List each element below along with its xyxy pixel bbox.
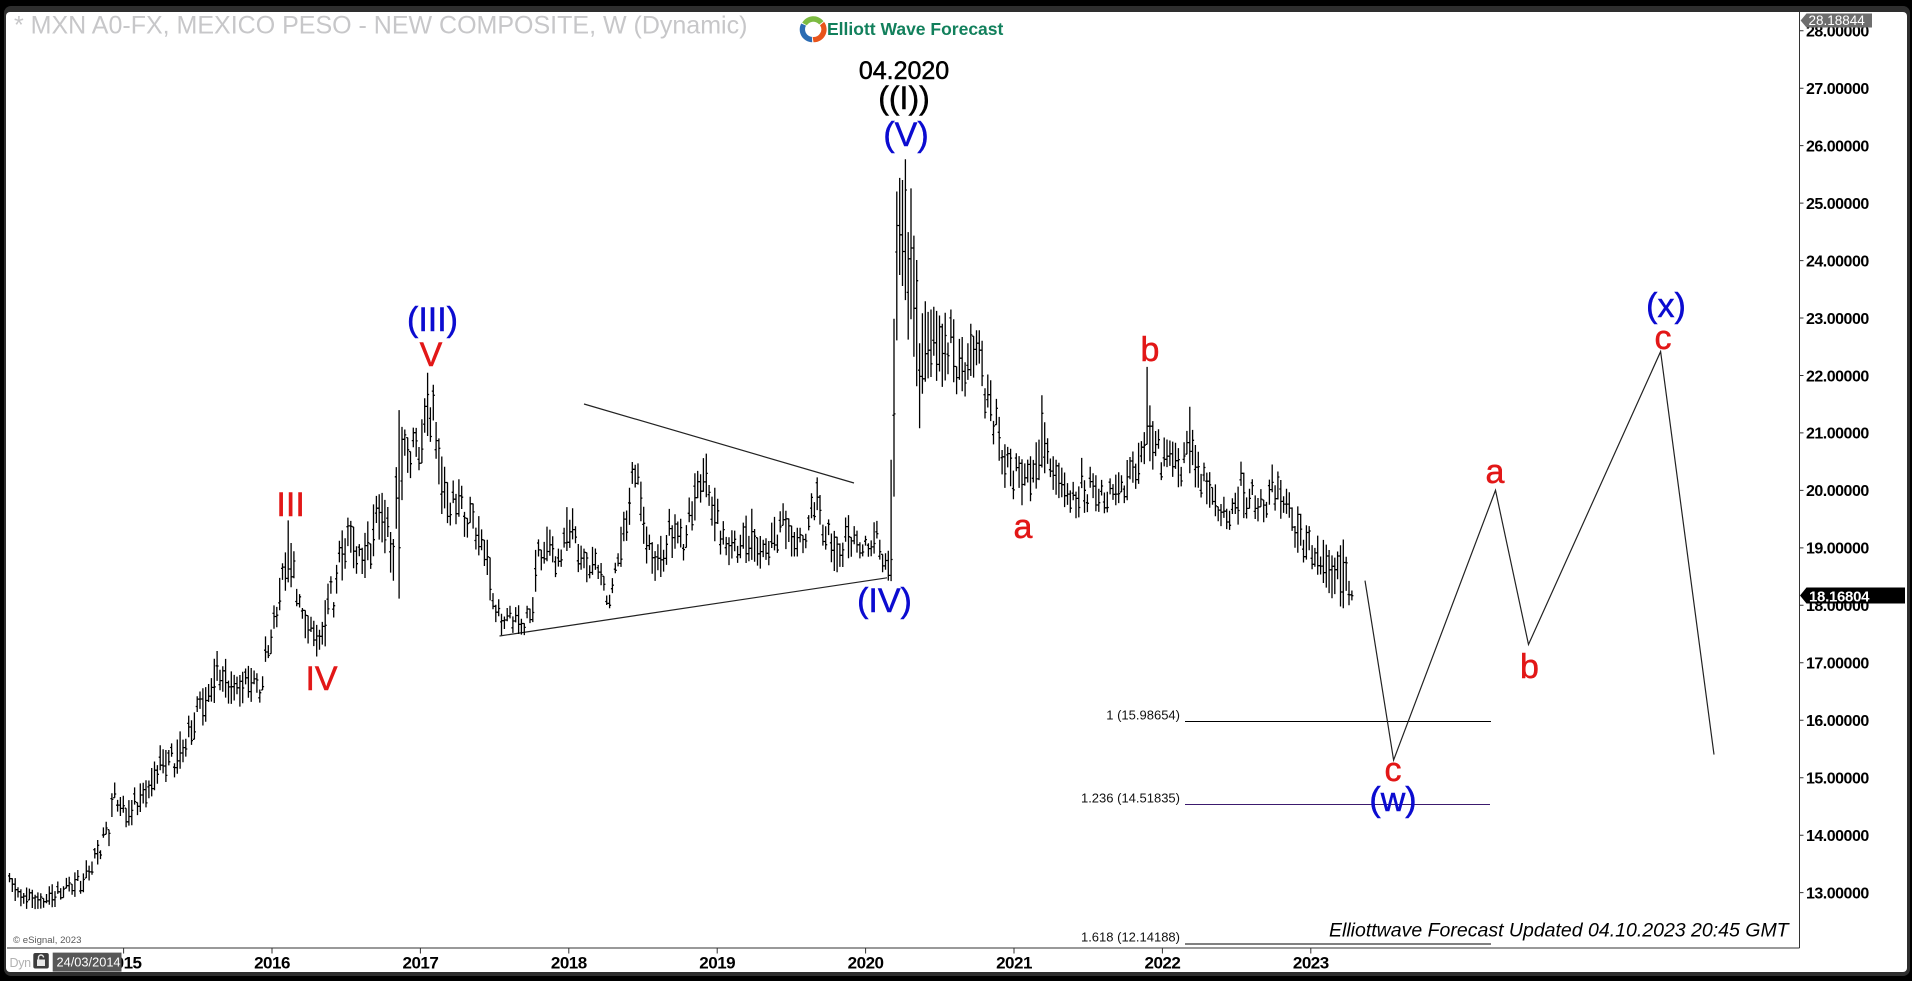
svg-text:22.00000: 22.00000 — [1806, 368, 1869, 385]
svg-text:28.00000: 28.00000 — [1806, 24, 1869, 41]
svg-text:(IV): (IV) — [857, 582, 912, 620]
svg-text:a: a — [1014, 508, 1033, 546]
svg-text:Elliott Wave Forecast: Elliott Wave Forecast — [827, 19, 1004, 39]
svg-text:© eSignal, 2023: © eSignal, 2023 — [13, 935, 81, 946]
svg-text:13.00000: 13.00000 — [1806, 885, 1869, 902]
svg-text:17.00000: 17.00000 — [1806, 656, 1869, 673]
svg-text:c: c — [1655, 319, 1672, 357]
svg-text:2019: 2019 — [699, 954, 735, 973]
svg-text:24.00000: 24.00000 — [1806, 253, 1869, 270]
svg-text:2020: 2020 — [848, 954, 884, 973]
svg-text:(III): (III) — [407, 301, 458, 339]
svg-text:(w): (w) — [1369, 781, 1416, 819]
svg-text:18.16804: 18.16804 — [1809, 588, 1870, 605]
svg-text:15.00000: 15.00000 — [1806, 771, 1869, 788]
svg-text:04.2020: 04.2020 — [859, 57, 949, 85]
svg-text:(V): (V) — [883, 116, 928, 154]
svg-text:IV: IV — [305, 660, 337, 698]
svg-text:21.00000: 21.00000 — [1806, 426, 1869, 443]
svg-text:Dyn: Dyn — [10, 956, 32, 970]
svg-text:24/03/2014: 24/03/2014 — [57, 955, 121, 970]
svg-text:* MXN A0-FX, MEXICO PESO - NEW: * MXN A0-FX, MEXICO PESO - NEW COMPOSITE… — [14, 12, 747, 40]
svg-text:14.00000: 14.00000 — [1806, 828, 1869, 845]
svg-text:2022: 2022 — [1144, 954, 1180, 973]
svg-text:V: V — [420, 336, 443, 374]
svg-text:20.00000: 20.00000 — [1806, 483, 1869, 500]
svg-text:(x): (x) — [1646, 287, 1686, 325]
svg-text:Elliottwave Forecast Updated 0: Elliottwave Forecast Updated 04.10.2023 … — [1329, 920, 1791, 942]
svg-text:c: c — [1385, 751, 1402, 789]
svg-text:16.00000: 16.00000 — [1806, 713, 1869, 730]
svg-text:1.618 (12.14188): 1.618 (12.14188) — [1081, 930, 1180, 945]
svg-text:23.00000: 23.00000 — [1806, 311, 1869, 328]
svg-text:III: III — [276, 486, 304, 524]
svg-text:2018: 2018 — [551, 954, 587, 973]
svg-text:26.00000: 26.00000 — [1806, 138, 1869, 155]
svg-text:b: b — [1520, 648, 1539, 686]
svg-text:b: b — [1141, 331, 1160, 369]
svg-text:2021: 2021 — [996, 954, 1032, 973]
svg-text:25.00000: 25.00000 — [1806, 196, 1869, 213]
svg-text:1.236 (14.51835): 1.236 (14.51835) — [1081, 791, 1180, 806]
svg-text:28.18844: 28.18844 — [1809, 13, 1866, 28]
svg-text:((I)): ((I)) — [878, 80, 930, 116]
svg-text:19.00000: 19.00000 — [1806, 541, 1869, 558]
svg-text:27.00000: 27.00000 — [1806, 81, 1869, 98]
svg-text:2023: 2023 — [1293, 954, 1329, 973]
svg-text:2016: 2016 — [254, 954, 290, 973]
svg-text:2017: 2017 — [402, 954, 438, 973]
svg-text:a: a — [1486, 453, 1505, 491]
svg-text:1 (15.98654): 1 (15.98654) — [1106, 708, 1180, 723]
